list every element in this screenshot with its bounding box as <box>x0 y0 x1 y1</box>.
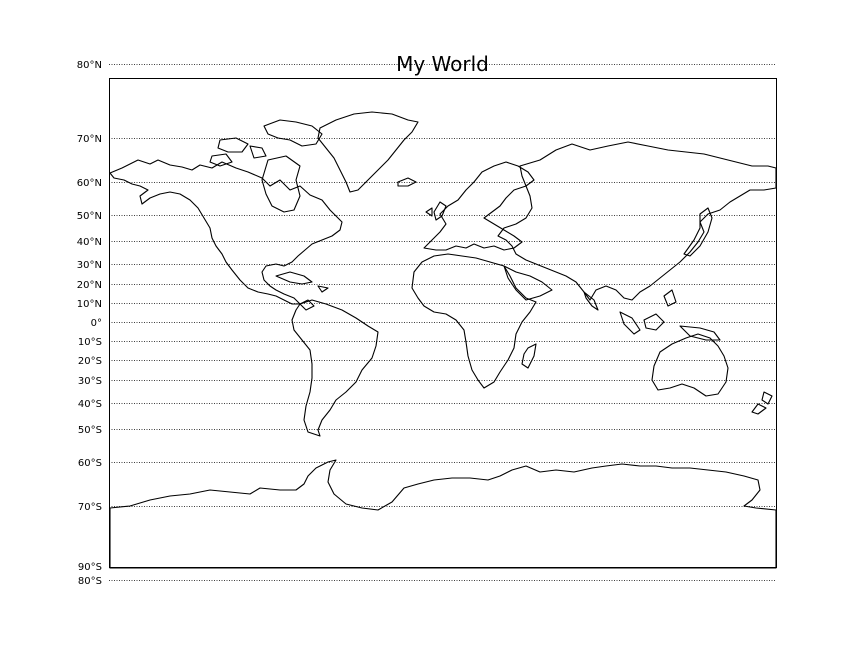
antarctica-coast <box>109 459 777 569</box>
north-america-coast <box>109 159 343 305</box>
map-title: My World <box>396 52 489 76</box>
latitude-label: 20°N <box>77 280 102 291</box>
latitude-label: 80°N <box>77 60 102 71</box>
latitude-label: 80°S <box>78 576 102 587</box>
se-asia-islands-coast <box>619 289 721 341</box>
latitude-label: 70°S <box>78 502 102 513</box>
madagascar-coast <box>521 343 537 369</box>
new-zealand-coast <box>751 391 773 415</box>
bottom-latitude-label: 90°S <box>78 562 102 573</box>
coastlines <box>109 111 777 569</box>
latitude-label: 40°S <box>78 399 102 410</box>
latitude-label: 0° <box>91 318 102 329</box>
latitude-label: 60°N <box>77 178 102 189</box>
latitude-label: 20°S <box>78 356 102 367</box>
japan-coast <box>683 207 713 257</box>
graticule <box>109 64 776 581</box>
greenland-coast <box>317 111 419 193</box>
latitude-label: 30°S <box>78 376 102 387</box>
south-america-coast <box>291 299 379 437</box>
arabia-india-coast <box>503 265 599 311</box>
arctic-islands-coast <box>209 119 323 213</box>
caribbean-coast <box>275 271 329 311</box>
map-frame <box>109 78 777 568</box>
asia-coast <box>497 141 777 301</box>
latitude-labels: 80°N 70°N 60°N 50°N 40°N 30°N 20°N 10°N 0° 10°S 20… <box>77 60 102 587</box>
latitude-label: 40°N <box>77 237 102 248</box>
latitude-label: 10°S <box>78 337 102 348</box>
latitude-label: 30°N <box>77 260 102 271</box>
europe-coast <box>423 161 535 251</box>
british-isles-coast <box>397 177 447 221</box>
latitude-label: 50°S <box>78 425 102 436</box>
latitude-label: 70°N <box>77 134 102 145</box>
africa-coast <box>411 253 537 389</box>
latitude-label: 60°S <box>78 458 102 469</box>
latitude-label: 50°N <box>77 211 102 222</box>
latitude-label: 10°N <box>77 299 102 310</box>
australia-coast <box>651 333 729 397</box>
